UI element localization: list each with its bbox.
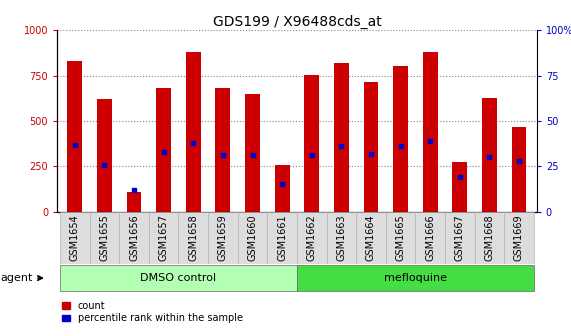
Text: GSM1662: GSM1662 (307, 214, 317, 261)
FancyBboxPatch shape (445, 212, 475, 264)
Text: GSM1657: GSM1657 (159, 214, 168, 261)
Point (189, 140, 198, 145)
Text: agent: agent (0, 273, 42, 283)
FancyBboxPatch shape (90, 212, 119, 264)
FancyBboxPatch shape (60, 212, 90, 264)
Bar (512, 127, 526, 212)
Point (367, 151, 376, 156)
FancyBboxPatch shape (504, 212, 534, 264)
Text: GSM1668: GSM1668 (484, 214, 494, 261)
Bar (334, 63, 349, 212)
FancyBboxPatch shape (327, 212, 356, 264)
Point (159, 149, 168, 155)
Point (514, 158, 524, 164)
FancyBboxPatch shape (267, 212, 297, 264)
Bar (67, 61, 82, 212)
Bar (156, 88, 171, 212)
Bar (452, 162, 467, 212)
Text: GSM1669: GSM1669 (514, 214, 524, 261)
Point (485, 155, 494, 160)
Text: GSM1667: GSM1667 (455, 214, 465, 261)
Legend: count, percentile rank within the sample: count, percentile rank within the sample (62, 300, 243, 324)
FancyBboxPatch shape (297, 265, 534, 291)
Text: DMSO control: DMSO control (140, 273, 216, 283)
Text: GSM1654: GSM1654 (70, 214, 80, 261)
FancyBboxPatch shape (149, 212, 179, 264)
FancyBboxPatch shape (386, 212, 415, 264)
Bar (245, 94, 260, 212)
Text: GSM1659: GSM1659 (218, 214, 228, 261)
Text: GSM1663: GSM1663 (336, 214, 347, 261)
Bar (364, 82, 379, 212)
FancyBboxPatch shape (208, 212, 238, 264)
Text: GSM1656: GSM1656 (129, 214, 139, 261)
Point (455, 174, 464, 180)
FancyBboxPatch shape (179, 212, 208, 264)
Point (396, 144, 405, 149)
Text: GSM1664: GSM1664 (366, 214, 376, 261)
Text: GSM1660: GSM1660 (247, 214, 258, 261)
Point (130, 187, 139, 193)
Text: GSM1658: GSM1658 (188, 214, 198, 261)
Bar (186, 52, 200, 212)
Text: GSM1665: GSM1665 (396, 214, 405, 261)
Bar (127, 192, 142, 212)
Text: GSM1666: GSM1666 (425, 214, 435, 261)
Text: GSM1661: GSM1661 (277, 214, 287, 261)
Bar (423, 52, 437, 212)
Bar (215, 88, 230, 212)
Point (248, 153, 257, 158)
Bar (482, 98, 497, 212)
Point (100, 162, 109, 167)
FancyBboxPatch shape (297, 212, 327, 264)
Bar (97, 99, 112, 212)
FancyBboxPatch shape (415, 212, 445, 264)
Bar (393, 66, 408, 212)
Point (425, 138, 435, 143)
FancyBboxPatch shape (356, 212, 386, 264)
FancyBboxPatch shape (60, 265, 297, 291)
FancyBboxPatch shape (238, 212, 267, 264)
Point (278, 182, 287, 187)
FancyBboxPatch shape (475, 212, 504, 264)
Point (218, 153, 227, 158)
Bar (304, 75, 319, 212)
Point (337, 144, 346, 149)
Title: GDS199 / X96488cds_at: GDS199 / X96488cds_at (212, 15, 381, 29)
FancyBboxPatch shape (119, 212, 149, 264)
Text: mefloquine: mefloquine (384, 273, 447, 283)
Bar (275, 165, 289, 212)
Text: GSM1655: GSM1655 (99, 214, 110, 261)
Point (307, 153, 316, 158)
Point (70, 142, 79, 147)
